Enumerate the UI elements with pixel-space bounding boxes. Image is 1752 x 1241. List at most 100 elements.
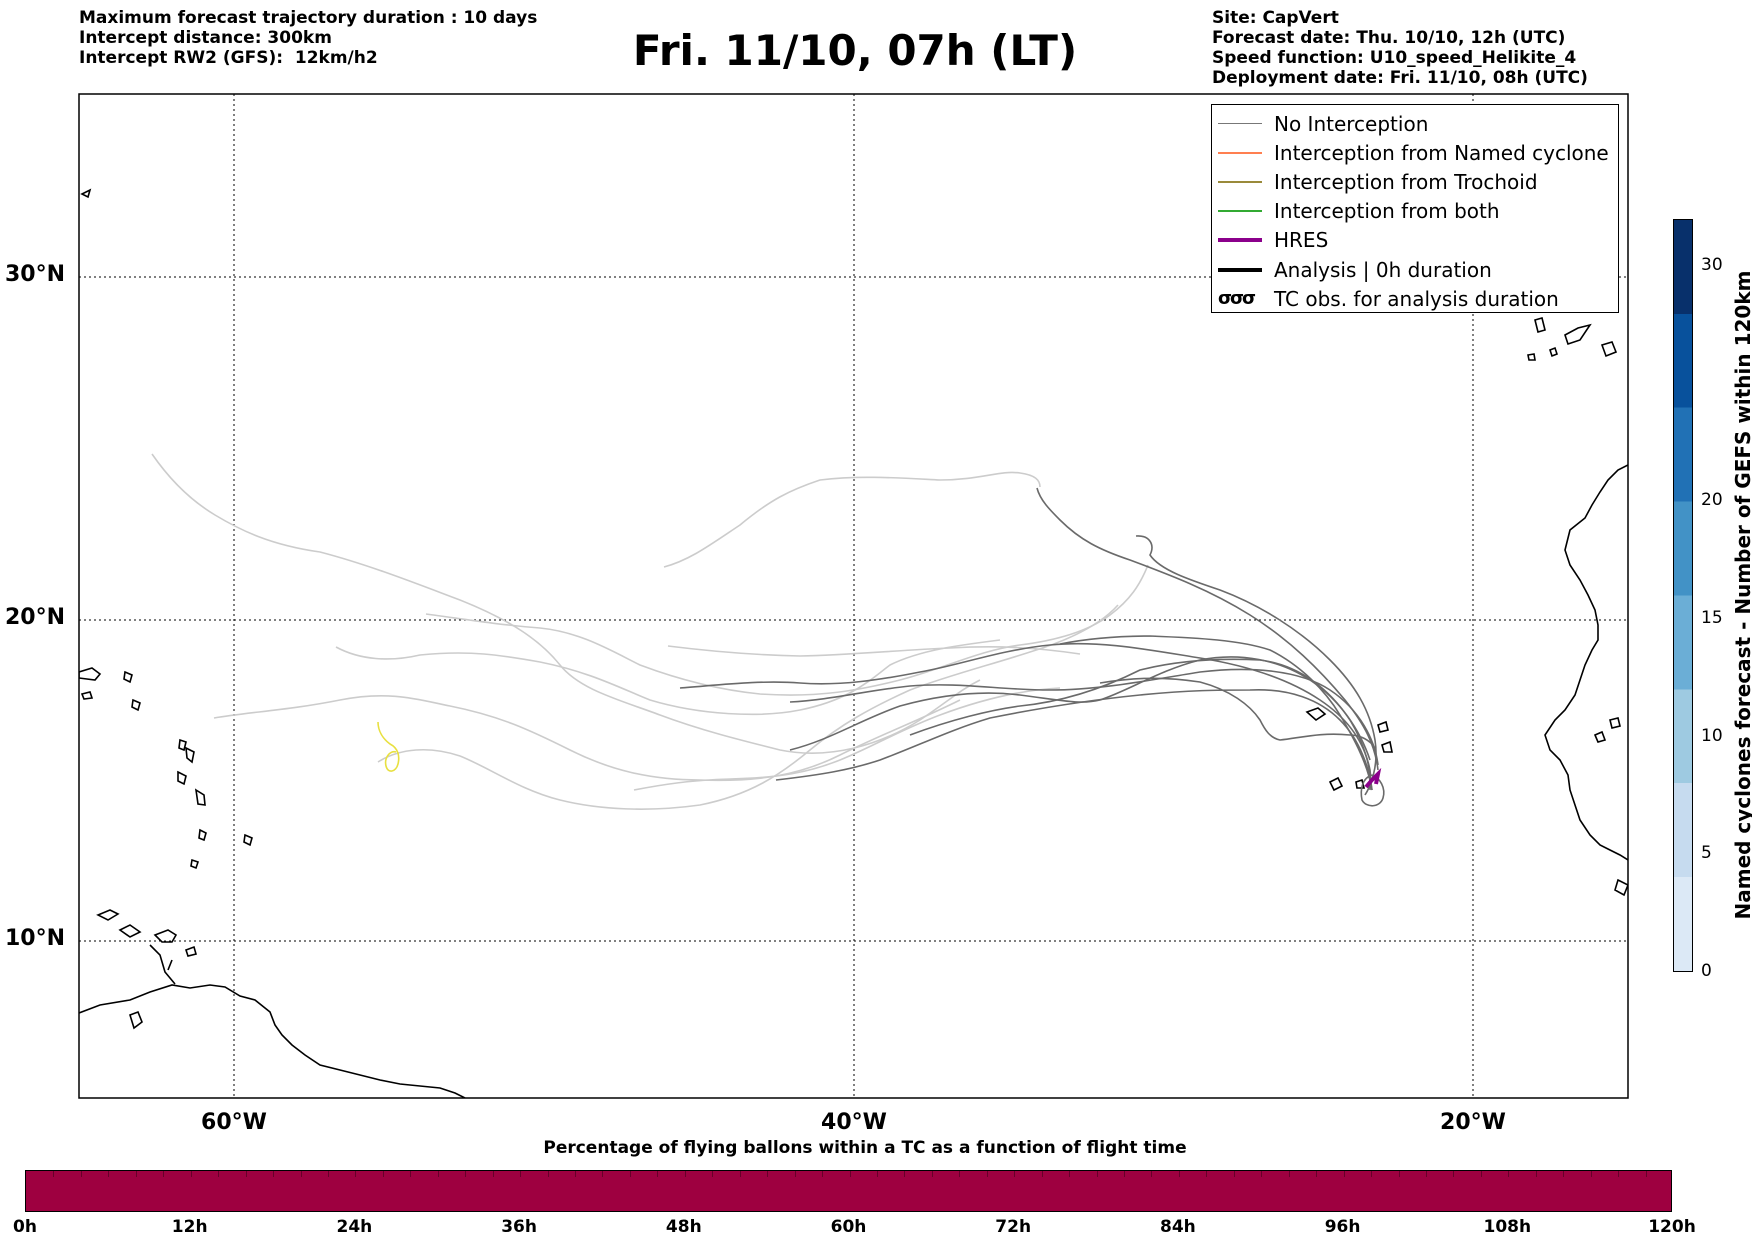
cb-bottom-tick: 36h <box>501 1217 537 1237</box>
island-f <box>131 698 141 712</box>
cb-bottom-segment-mark <box>382 1171 384 1177</box>
cb-bottom-tick: 120h <box>1648 1217 1696 1237</box>
island-g <box>243 833 253 847</box>
cb-bottom-segment-mark <box>849 1171 851 1177</box>
legend-label: HRES <box>1274 228 1329 253</box>
legend-item-both: Interception from both <box>1212 197 1618 226</box>
cb-bottom-segment-mark <box>1535 1171 1537 1177</box>
legend-item-named-cyclone: Interception from Named cyclone <box>1212 138 1618 167</box>
cb-bottom-segment-mark <box>492 1171 494 1177</box>
cb-right-tick-30: 30 <box>1701 255 1723 275</box>
canary-4 <box>1549 346 1558 358</box>
cb-bottom-segment-mark <box>327 1171 329 1177</box>
cb-bottom-segment-mark <box>959 1171 961 1177</box>
cb-bottom-segment-mark <box>931 1171 933 1177</box>
cb-bottom-segment-mark <box>437 1171 439 1177</box>
canary-5 <box>1527 353 1536 361</box>
cb-bottom-segment-mark <box>1590 1171 1592 1177</box>
legend-swatch-no-interception <box>1218 122 1262 125</box>
speed-function-text: Speed function: U10_speed_Helikite_4 <box>1212 48 1577 68</box>
cb-bottom-segment-mark <box>657 1171 659 1177</box>
colorbar-bottom <box>25 1170 1672 1212</box>
trajectory-loop <box>1360 774 1385 807</box>
legend-item-tc-obs: σσσ TC obs. for analysis duration <box>1212 284 1618 313</box>
cb-bottom-segment-mark <box>1096 1171 1098 1177</box>
cb-bottom-segment-mark <box>1124 1171 1125 1177</box>
trajectory-6 <box>663 471 1041 568</box>
legend-label: No Interception <box>1274 111 1429 136</box>
tc-symbol-icon: σσσ <box>1218 288 1256 310</box>
cb-bottom-segment-mark <box>245 1171 247 1177</box>
legend-item-hres: HRES <box>1212 226 1618 255</box>
lat-label-30n: 30°N <box>4 262 65 287</box>
island-c <box>184 945 197 957</box>
cb-bottom-segment-mark <box>1563 1171 1565 1177</box>
cape-verde-1 <box>1305 707 1327 722</box>
cb-bottom-segment-mark <box>1151 1171 1153 1177</box>
intercept-distance-text: Intercept distance: 300km <box>79 28 332 48</box>
cb-bottom-segment-mark <box>1288 1171 1290 1177</box>
legend-item-trochoid: Interception from Trochoid <box>1212 167 1618 196</box>
cb-bottom-tick: 108h <box>1483 1217 1532 1237</box>
cb-bottom-segment-mark <box>1425 1171 1427 1177</box>
trajectory-17 <box>1099 677 1376 749</box>
trajectory-10 <box>1135 535 1377 786</box>
trajectory-1 <box>151 453 981 754</box>
cb-bottom-segment-mark <box>300 1171 302 1177</box>
cb-bottom-segment-mark <box>575 1171 576 1177</box>
trajectory-9 <box>1036 487 1379 771</box>
cb-bottom-segment-mark <box>629 1171 631 1177</box>
cb-bottom-segment-mark <box>602 1171 604 1177</box>
cb-bottom-segment-mark <box>53 1171 55 1177</box>
legend-label: TC obs. for analysis duration <box>1274 286 1559 311</box>
island-curacao <box>96 909 120 921</box>
africa-coast <box>1544 464 1628 861</box>
island-b <box>118 924 142 938</box>
trajectory-4 <box>425 564 1149 696</box>
cb-bottom-segment-mark <box>355 1171 357 1177</box>
cb-bottom-segment-mark <box>135 1171 137 1177</box>
canary-2 <box>1564 323 1592 346</box>
legend-swatch-named-cyclone <box>1218 152 1262 154</box>
small-antilles-2 <box>194 788 206 806</box>
island-e <box>123 670 133 684</box>
cape-verde-2 <box>1377 720 1389 733</box>
legend-label: Interception from Trochoid <box>1274 169 1538 194</box>
cb-bottom-tick: 96h <box>1324 1217 1361 1237</box>
tobago <box>129 1010 143 1030</box>
cb-bottom-tick: 84h <box>1160 1217 1196 1237</box>
trajectory-2 <box>213 694 961 782</box>
cb-bottom-segment-mark <box>108 1171 110 1177</box>
cb-bottom-segment-mark <box>1041 1171 1043 1177</box>
forecast-date-text: Forecast date: Thu. 10/10, 12h (UTC) <box>1212 28 1566 48</box>
cb-bottom-segment-mark <box>794 1171 796 1177</box>
canary-3 <box>1600 341 1618 358</box>
small-antilles-4 <box>190 858 200 870</box>
trajectory-11 <box>679 642 1372 796</box>
cb-bottom-tick: 48h <box>665 1217 702 1237</box>
lon-label-60w: 60°W <box>201 1110 267 1135</box>
cb-bottom-segment-mark <box>1453 1171 1455 1177</box>
cb-bottom-segment-mark <box>1480 1171 1482 1177</box>
cb-bottom-segment-mark <box>1398 1171 1400 1177</box>
trajectories-no-interception <box>151 453 1385 810</box>
cb-bottom-segment-mark <box>712 1171 714 1177</box>
cb-right-tick-10: 10 <box>1701 726 1723 746</box>
colorbar-right <box>1673 219 1693 972</box>
cb-bottom-segment-mark <box>767 1171 769 1177</box>
south-america-coast <box>79 984 466 1098</box>
cb-bottom-segment-mark <box>739 1171 741 1177</box>
venezuela-gulf <box>149 944 176 985</box>
canary-1 <box>1534 317 1546 333</box>
small-antilles-6 <box>177 770 187 786</box>
legend-label: Analysis | 0h duration <box>1274 257 1492 282</box>
cb-bottom-segment-mark <box>163 1171 165 1177</box>
small-antilles-5 <box>185 746 195 764</box>
trajectory-7 <box>667 645 1081 657</box>
header-right: Site: CapVert Forecast date: Thu. 10/10,… <box>1212 8 1588 88</box>
legend-swatch-trochoid <box>1218 181 1262 183</box>
site-text: Site: CapVert <box>1212 8 1339 28</box>
deployment-date-text: Deployment date: Fri. 11/10, 08h (UTC) <box>1212 68 1588 88</box>
legend: No Interception Interception from Named … <box>1211 104 1619 313</box>
cb-bottom-segment-mark <box>1508 1171 1510 1177</box>
